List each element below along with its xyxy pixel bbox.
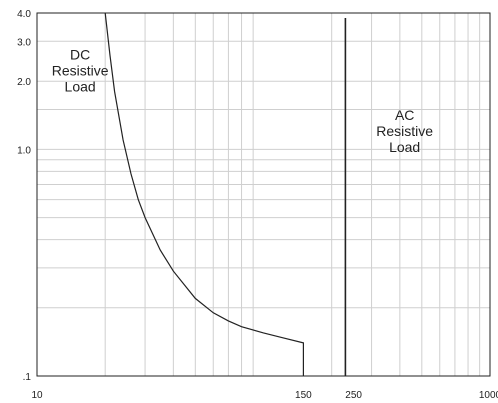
annotation-line: Resistive: [376, 123, 433, 139]
dc-resistive-load-label: DC Resistive Load: [52, 46, 109, 94]
annotation-line: AC: [395, 107, 414, 123]
x-tick-label: 150: [295, 390, 312, 401]
y-tick-label: .1: [23, 372, 32, 383]
ac-resistive-load-label: AC Resistive Load: [376, 107, 433, 155]
annotation-line: Load: [389, 139, 420, 155]
plot-frame: [36, 12, 491, 377]
dc-load-curve: [104, 12, 304, 376]
y-tick-label: 1.0: [17, 145, 31, 156]
annotation-line: Load: [65, 78, 96, 94]
annotation-line: DC: [70, 46, 90, 62]
x-tick-label: 1000: [479, 390, 498, 401]
y-tick-label: 4.0: [17, 9, 31, 20]
y-tick-label: 2.0: [17, 77, 31, 88]
annotation-line: Resistive: [52, 62, 109, 78]
y-tick-label: 3.0: [17, 37, 31, 48]
x-tick-label: 10: [31, 390, 43, 401]
x-tick-label: 250: [345, 390, 362, 401]
